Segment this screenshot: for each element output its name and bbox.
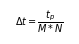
Text: $\Delta t = \dfrac{t_p}{M * N}$: $\Delta t = \dfrac{t_p}{M * N}$ (15, 9, 64, 35)
